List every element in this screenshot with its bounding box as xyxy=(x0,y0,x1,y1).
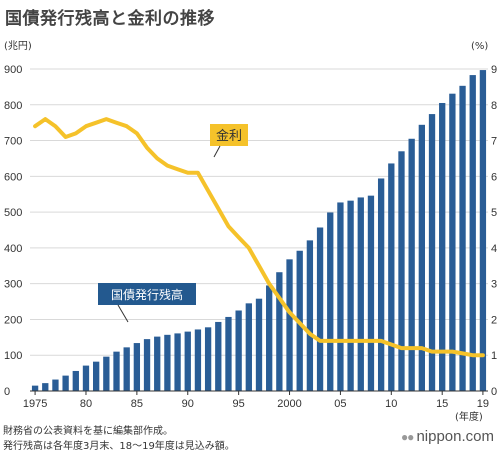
debt-label-text: 国債発行残高 xyxy=(111,287,183,302)
debt-bar xyxy=(266,285,273,391)
debt-bar xyxy=(143,339,151,391)
right-tick-label: 7 xyxy=(491,136,497,148)
brand-logo: ●● nippon.com xyxy=(401,428,494,445)
debt-bar xyxy=(449,93,456,391)
debt-bars xyxy=(31,70,487,392)
left-tick-label: 800 xyxy=(4,100,22,112)
right-tick-label: 5 xyxy=(491,207,497,219)
right-tick-label: 4 xyxy=(491,243,497,255)
right-tick-label: 0 xyxy=(491,386,497,398)
x-tick-label: 19 xyxy=(477,398,489,410)
source-note: 財務省の公表資料を基に編集部作成。 xyxy=(3,426,173,437)
rate-label-pointer xyxy=(213,145,221,158)
debt-bar xyxy=(439,102,446,391)
debt-bar xyxy=(418,124,425,392)
debt-bar xyxy=(52,379,59,391)
debt-bar xyxy=(103,356,110,391)
debt-bar xyxy=(93,361,100,391)
debt-bar xyxy=(337,202,344,391)
right-axis-unit: (%) xyxy=(471,41,488,52)
debt-bar xyxy=(31,385,39,391)
chart-title: 国債発行残高と金利の推移 xyxy=(5,9,215,29)
x-tick-label: 90 xyxy=(182,398,194,410)
debt-bar xyxy=(204,327,212,391)
debt-bar xyxy=(408,138,415,391)
right-tick-label: 8 xyxy=(491,100,497,112)
x-tick-label: 05 xyxy=(334,398,346,410)
left-tick-label: 600 xyxy=(4,171,22,183)
debt-bar xyxy=(459,85,466,391)
debt-bar xyxy=(357,197,364,391)
right-tick-label: 3 xyxy=(491,279,497,291)
debt-bar xyxy=(164,334,171,391)
debt-label-box xyxy=(98,283,196,305)
left-tick-label: 200 xyxy=(4,314,22,326)
debt-bar xyxy=(398,151,405,391)
x-tick-label: 15 xyxy=(436,398,448,410)
debt-bar xyxy=(428,114,436,391)
debt-bar xyxy=(62,375,69,391)
x-tick-label: 1975 xyxy=(23,398,47,410)
x-tick-label: 80 xyxy=(80,398,92,410)
right-tick-label: 6 xyxy=(491,171,497,183)
debt-bar xyxy=(347,200,354,391)
left-tick-label: 900 xyxy=(4,64,22,76)
debt-bar xyxy=(225,316,232,391)
debt-bar xyxy=(276,272,283,391)
right-tick-label: 1 xyxy=(491,350,497,362)
debt-bar xyxy=(306,240,314,391)
rate-label-text: 金利 xyxy=(216,128,242,144)
x-tick-label: 85 xyxy=(131,398,143,410)
right-tick-label: 9 xyxy=(491,64,497,76)
debt-bar xyxy=(255,298,263,391)
right-tick-label: 2 xyxy=(491,314,497,326)
debt-bar xyxy=(245,303,252,391)
debt-bar xyxy=(235,310,242,391)
debt-bar xyxy=(72,370,79,391)
debt-bar xyxy=(479,70,487,391)
debt-bar xyxy=(327,212,334,391)
source-note-2: 発行残高は各年度3月末、18〜19年度は見込み額。 xyxy=(3,441,235,452)
debt-bar xyxy=(154,336,161,391)
left-tick-label: 700 xyxy=(4,136,22,148)
x-tick-label: 10 xyxy=(385,398,397,410)
debt-bar xyxy=(286,259,293,391)
debt-bar xyxy=(469,75,476,392)
debt-bar xyxy=(377,178,385,391)
rate-label-box xyxy=(210,124,248,146)
debt-bar xyxy=(184,331,191,391)
left-tick-label: 300 xyxy=(4,279,22,291)
debt-bar xyxy=(388,163,395,391)
debt-bar xyxy=(82,365,90,391)
debt-bar xyxy=(215,321,222,391)
left-tick-label: 400 xyxy=(4,243,22,255)
left-tick-label: 0 xyxy=(4,386,10,398)
axes: 0 100 200 300 400 500 600 700 800 900 0 1 2 3 4 5 6 7 8 9 (兆… xyxy=(4,40,497,423)
debt-bar xyxy=(174,333,181,391)
debt-label-pointer xyxy=(117,304,129,323)
x-axis-unit: (年度) xyxy=(455,410,483,423)
left-tick-label: 500 xyxy=(4,207,22,219)
x-tick-label: 2000 xyxy=(277,398,301,410)
debt-bar xyxy=(194,329,202,391)
debt-bar xyxy=(42,383,49,391)
debt-bar xyxy=(113,351,120,391)
x-tick-label: 95 xyxy=(233,398,245,410)
left-tick-label: 100 xyxy=(4,350,22,362)
debt-bar xyxy=(123,347,130,391)
brand-name: nippon.com xyxy=(416,428,494,445)
left-axis-unit: (兆円) xyxy=(4,40,32,52)
debt-bar xyxy=(316,227,324,391)
interest-rate-line xyxy=(33,117,485,358)
brand-dots-icon: ●● xyxy=(400,430,414,444)
debt-bar xyxy=(133,343,141,391)
debt-bar xyxy=(367,195,375,391)
